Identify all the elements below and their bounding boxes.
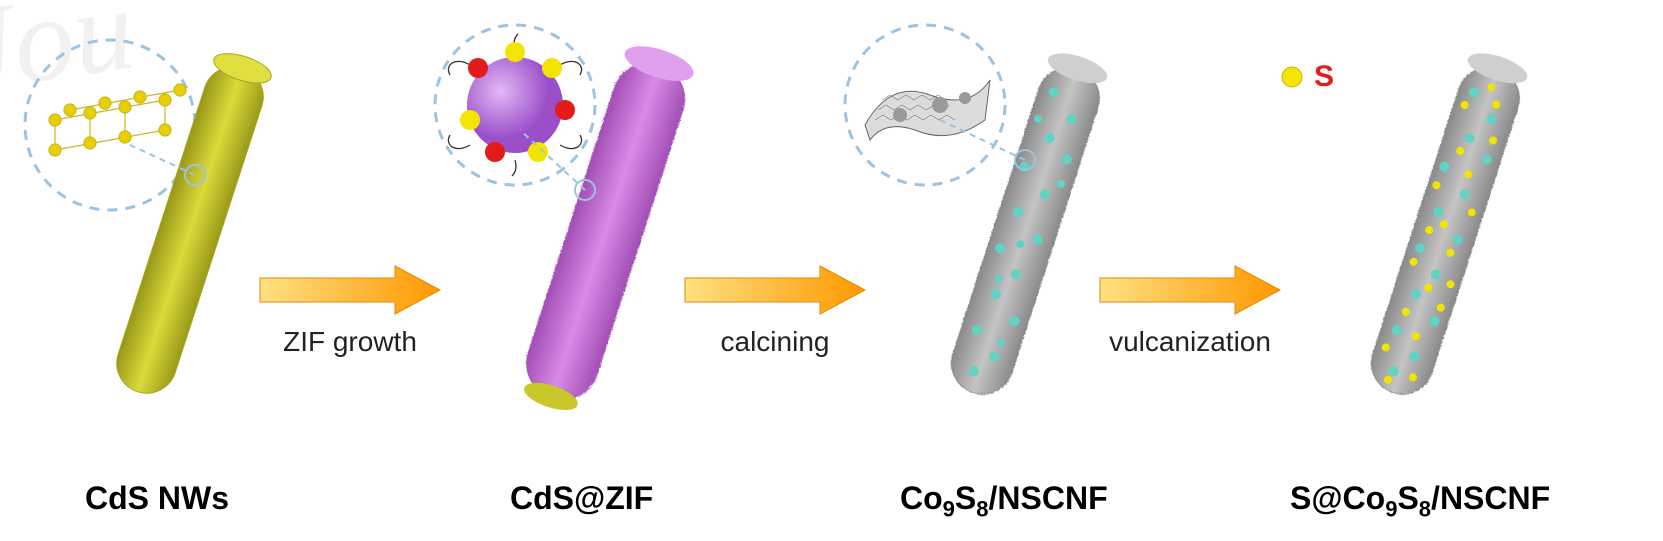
callout-pointer-1	[20, 30, 280, 290]
label-cds: CdS NWs	[85, 480, 229, 517]
callout-pointer-3	[840, 30, 1100, 290]
stage-calcined	[870, 30, 1070, 430]
label-sulfur: S@Co9S8/NSCNF	[1290, 480, 1550, 522]
callout-pointer-2	[420, 30, 680, 290]
stage-cds	[40, 30, 240, 430]
label-calcined: Co9S8/NSCNF	[900, 480, 1108, 522]
arrow-label-3: vulcanization	[1109, 326, 1271, 358]
arrow-vulcanization: vulcanization	[1095, 260, 1285, 358]
stage-zif	[450, 30, 650, 430]
arrow-icon	[1095, 260, 1285, 320]
arrow-icon	[255, 260, 445, 320]
stage-sulfur	[1290, 30, 1490, 430]
arrow-zif-growth: ZIF growth	[255, 260, 445, 358]
label-zif: CdS@ZIF	[510, 480, 653, 517]
arrow-label-2: calcining	[721, 326, 830, 358]
arrow-label-1: ZIF growth	[283, 326, 417, 358]
rod-sulfur	[1270, 20, 1610, 440]
